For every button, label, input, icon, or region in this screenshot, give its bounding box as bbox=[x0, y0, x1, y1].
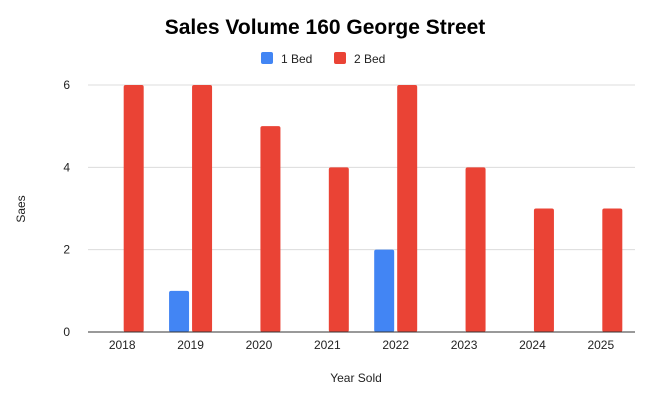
legend-label-1-bed: 1 Bed bbox=[281, 52, 312, 66]
bar-2-bed-2023 bbox=[465, 167, 486, 332]
bar-2-bed-2019 bbox=[192, 85, 213, 332]
x-tick-label: 2020 bbox=[246, 338, 273, 352]
x-tick-label: 2022 bbox=[382, 338, 409, 352]
bar-2-bed-2025 bbox=[602, 208, 623, 332]
x-tick-label: 2024 bbox=[519, 338, 546, 352]
x-tick-label: 2023 bbox=[451, 338, 478, 352]
x-tick-label: 2025 bbox=[587, 338, 614, 352]
y-tick-label: 6 bbox=[63, 78, 70, 92]
legend-swatch-1-bed bbox=[261, 52, 273, 64]
y-tick-label: 2 bbox=[63, 243, 70, 257]
legend: 1 Bed 2 Bed bbox=[261, 52, 385, 66]
chart-title: Sales Volume 160 George Street bbox=[165, 16, 486, 39]
x-tick-label: 2021 bbox=[314, 338, 341, 352]
y-axis-ticks: 0 2 4 6 bbox=[63, 78, 70, 339]
bars bbox=[123, 85, 623, 333]
y-axis-label: Saes bbox=[14, 195, 28, 222]
bar-2-bed-2020 bbox=[260, 126, 281, 333]
x-axis-label: Year Sold bbox=[330, 371, 382, 385]
bar-2-bed-2022 bbox=[397, 85, 418, 332]
y-tick-label: 0 bbox=[63, 325, 70, 339]
y-tick-label: 4 bbox=[63, 160, 70, 174]
bar-2-bed-2018 bbox=[123, 85, 144, 332]
bar-2-bed-2024 bbox=[533, 208, 554, 332]
x-tick-label: 2018 bbox=[109, 338, 136, 352]
bar-1-bed-2019 bbox=[169, 290, 190, 332]
bar-1-bed-2022 bbox=[374, 249, 395, 332]
x-tick-label: 2019 bbox=[177, 338, 204, 352]
bar-2-bed-2021 bbox=[328, 167, 349, 332]
legend-label-2-bed: 2 Bed bbox=[354, 52, 385, 66]
legend-swatch-2-bed bbox=[334, 52, 346, 64]
x-axis-ticks: 2018 2019 2020 2021 2022 2023 2024 2025 bbox=[109, 338, 615, 352]
